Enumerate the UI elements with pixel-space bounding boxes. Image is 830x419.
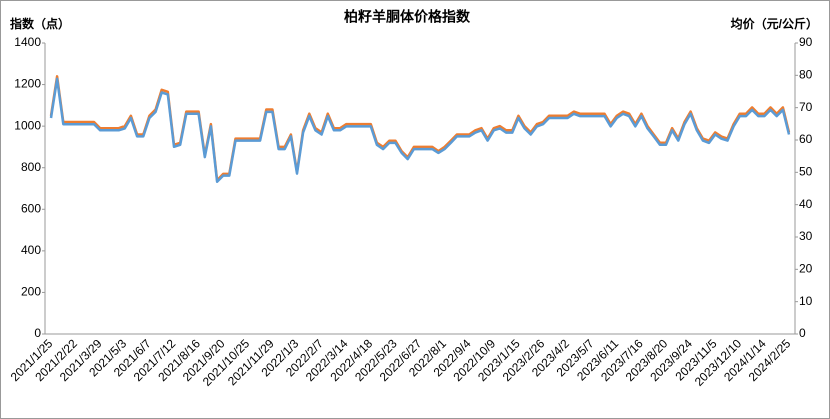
y2-tick-label: 60 bbox=[799, 132, 813, 146]
y-tick-label: 1400 bbox=[14, 35, 41, 49]
y2-axis-label: 均价（元/公斤） bbox=[731, 16, 818, 31]
chart-title: 柏籽羊胴体价格指数 bbox=[344, 9, 471, 25]
y2-tick-label: 0 bbox=[799, 326, 806, 340]
y-tick-label: 800 bbox=[21, 160, 41, 174]
y-tick-label: 200 bbox=[21, 285, 41, 299]
y-tick-label: 0 bbox=[34, 326, 41, 340]
series-line bbox=[49, 77, 791, 183]
y2-tick-label: 40 bbox=[799, 197, 813, 211]
y2-tick-label: 80 bbox=[799, 68, 813, 82]
y-tick-label: 1000 bbox=[14, 118, 41, 132]
y-tick-label: 1200 bbox=[14, 77, 41, 91]
y2-tick-label: 10 bbox=[799, 294, 813, 308]
y2-tick-label: 30 bbox=[799, 229, 813, 243]
y2-tick-label: 20 bbox=[799, 262, 813, 276]
y2-tick-label: 70 bbox=[799, 100, 813, 114]
y2-tick-label: 90 bbox=[799, 35, 813, 49]
y-tick-label: 400 bbox=[21, 243, 41, 257]
y-tick-label: 600 bbox=[21, 201, 41, 215]
y2-tick-label: 50 bbox=[799, 165, 813, 179]
y-axis-label: 指数（点） bbox=[10, 16, 70, 31]
